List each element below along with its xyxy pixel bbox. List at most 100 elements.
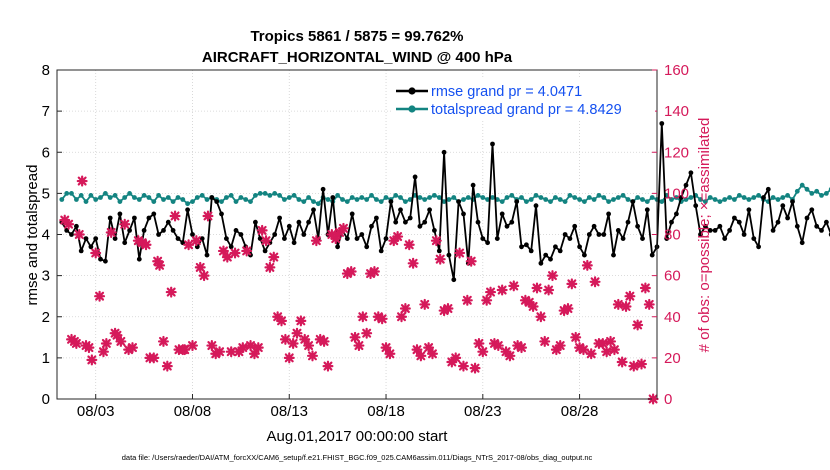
obs-point-107: [461, 294, 473, 306]
rmse-point-155: [809, 207, 815, 213]
rmse-point-3: [74, 223, 79, 229]
rmse-point-45: [277, 215, 282, 221]
totalspread-point-5: [83, 199, 89, 205]
totalspread-point-18: [146, 195, 152, 200]
rmse-point-113: [606, 211, 611, 217]
totalspread-point-71: [403, 199, 408, 205]
rmse-point-108: [582, 252, 587, 258]
totalspread-point-13: [122, 195, 128, 200]
totalspread-point-27: [190, 199, 195, 205]
rmse-point-151: [790, 199, 795, 205]
obs-point-136: [574, 342, 586, 354]
totalspread-point-8: [98, 195, 103, 200]
rmse-point-68: [388, 199, 394, 205]
obs-point-39: [198, 270, 210, 282]
totalspread-point-34: [224, 195, 229, 200]
obs-point-18: [119, 218, 131, 230]
rmse-point-61: [354, 236, 360, 242]
totalspread-point-30: [204, 197, 210, 202]
obs-point-82: [365, 268, 377, 280]
obs-point-132: [558, 305, 570, 317]
totalspread-point-89: [490, 195, 495, 200]
rmse-point-83: [461, 211, 466, 217]
rmse-point-13: [122, 240, 128, 246]
obs-point-111: [477, 346, 489, 358]
obs-point-41: [206, 340, 218, 352]
rmse-point-154: [804, 215, 810, 221]
totalspread-point-84: [465, 195, 471, 200]
obs-point-56: [264, 261, 276, 273]
totalspread-point-142: [746, 197, 752, 202]
y-right-ticks: 0 20 40 60 80 100 120 140 160: [652, 62, 689, 408]
obs-point-13: [100, 337, 112, 349]
totalspread-point-80: [446, 197, 452, 202]
totalspread-point-104: [562, 199, 568, 205]
x-tick-label-0: 08/03: [77, 403, 115, 420]
obs-point-93: [407, 257, 419, 269]
obs-point-89: [392, 231, 404, 243]
totalspread-point-76: [427, 195, 432, 200]
obs-point-78: [349, 331, 361, 343]
rmse-point-73: [412, 174, 418, 180]
obs-point-109: [469, 362, 481, 374]
obs-point-108: [465, 255, 477, 267]
rmse-point-119: [635, 223, 640, 229]
totalspread-point-153: [799, 182, 805, 188]
totalspread-point-124: [659, 199, 665, 205]
totalspread-point-43: [267, 193, 273, 198]
totalspread-point-83: [461, 197, 466, 202]
obs-point-61: [283, 352, 295, 364]
totalspread-point-99: [538, 195, 544, 200]
totalspread-point-149: [780, 195, 786, 200]
rmse-point-137: [722, 236, 728, 242]
rmse-point-150: [785, 215, 790, 221]
rmse-point-23: [170, 228, 176, 233]
rmse-point-80: [446, 252, 452, 258]
obs-point-55: [260, 235, 272, 247]
rmse-point-120: [640, 236, 645, 242]
obs-point-112: [481, 294, 493, 306]
totalspread-point-101: [548, 199, 553, 205]
y-left-tick-label-4: 4: [42, 227, 50, 244]
obs-point-27: [154, 259, 166, 271]
totalspread-point-61: [354, 197, 360, 202]
rmse-point-110: [591, 223, 597, 229]
rmse-point-40: [253, 219, 258, 225]
rmse-point-82: [456, 199, 461, 205]
obs-point-121: [516, 342, 528, 354]
rmse-point-126: [669, 219, 674, 225]
obs-point-36: [186, 340, 198, 352]
obs-point-19: [123, 344, 135, 356]
obs-point-12: [97, 346, 109, 358]
obs-point-57: [268, 251, 280, 263]
rmse-point-72: [407, 215, 413, 221]
y-left-axis-label: rmse and totalspread: [24, 165, 41, 306]
totalspread-point-60: [349, 195, 355, 200]
totalspread-point-106: [572, 195, 578, 200]
obs-point-28: [157, 335, 169, 347]
totalspread-point-150: [785, 193, 790, 198]
obs-point-4: [70, 337, 82, 349]
obs-point-96: [419, 298, 431, 310]
totalspread-point-116: [620, 193, 626, 198]
obs-point-64: [295, 315, 307, 327]
rmse-point-12: [117, 211, 123, 217]
rmse-point-136: [717, 223, 723, 229]
legend-box: [392, 77, 655, 119]
obs-point-37: [190, 235, 202, 247]
rmse-point-91: [499, 211, 505, 217]
rmse-point-85: [470, 182, 476, 188]
totalspread-point-92: [504, 195, 510, 200]
obs-point-30: [165, 286, 177, 298]
obs-point-14: [105, 226, 117, 238]
rmse-point-94: [514, 199, 520, 205]
rmse-point-100: [543, 252, 549, 258]
totalspread-point-102: [553, 195, 558, 200]
rmse-point-81: [451, 277, 457, 283]
obs-point-70: [318, 335, 330, 347]
rmse-point-111: [596, 232, 602, 237]
obs-point-86: [380, 342, 392, 354]
totalspread-point-33: [219, 199, 224, 205]
totalspread-point-11: [112, 193, 118, 198]
